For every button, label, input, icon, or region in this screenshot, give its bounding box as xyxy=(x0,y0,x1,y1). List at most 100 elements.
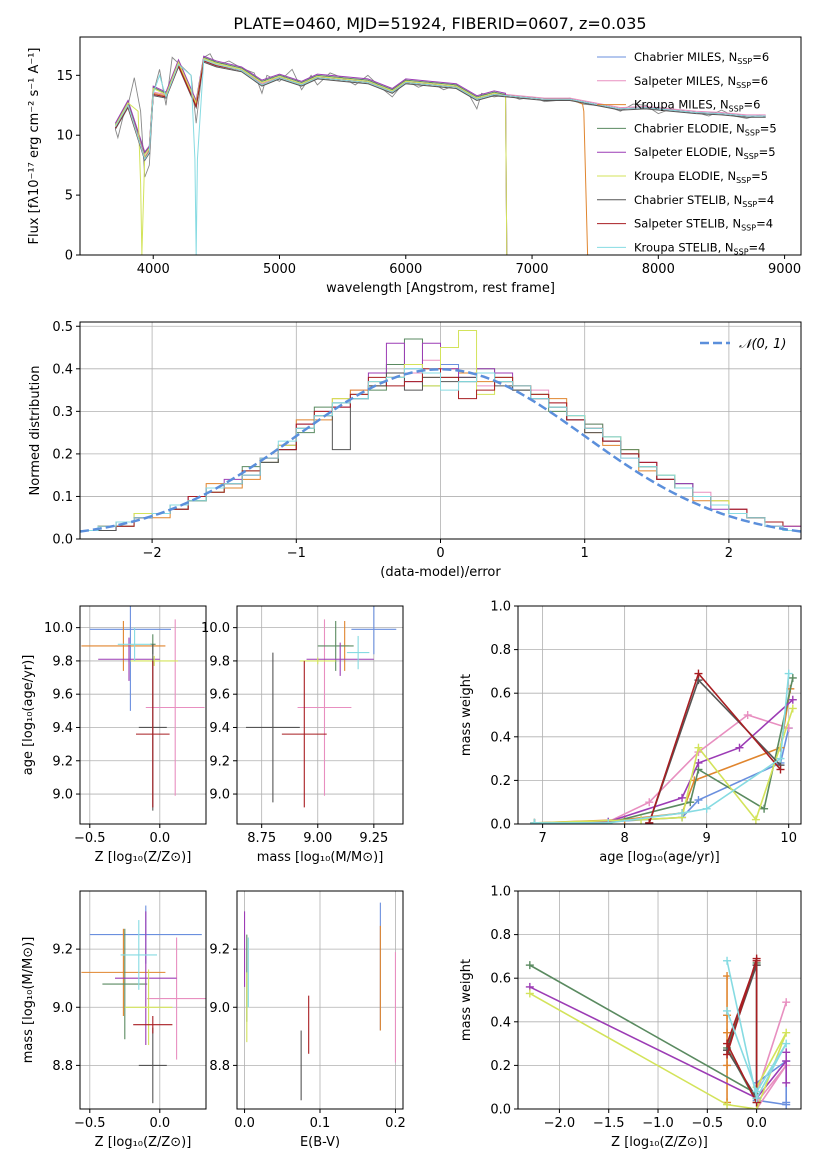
legend-label-sub: SSP xyxy=(744,152,759,161)
histogram-step xyxy=(80,368,801,539)
legend-label: Chabrier ELODIE, NSSP=5 xyxy=(634,121,777,137)
y-tick-label: 9.4 xyxy=(209,721,230,736)
y-tick-label: 8.8 xyxy=(209,1059,230,1074)
normal-reference-curve xyxy=(80,368,801,533)
x-tick-label: −2.0 xyxy=(544,1116,576,1131)
x-tick-label: 0.0 xyxy=(234,1116,255,1131)
y-tick-label: 0.6 xyxy=(490,972,511,987)
axes-frame xyxy=(517,605,802,825)
axes-frame xyxy=(517,890,802,1110)
y-tick-label: 9.6 xyxy=(209,688,230,703)
x-axis-label: Z [log₁₀(Z/Z⊙)] xyxy=(95,850,192,865)
legend-label-name: Kroupa MILES, N xyxy=(634,98,729,112)
y-axis-label: mass [log₁₀(M/M⊙)] xyxy=(21,937,36,1064)
model-spectrum-line xyxy=(114,59,766,255)
legend-label-name: Chabrier MILES, N xyxy=(634,50,737,64)
legend-label-name: Chabrier ELODIE, N xyxy=(634,121,745,135)
y-tick-label: 0.0 xyxy=(52,533,73,548)
y-tick-label: 5 xyxy=(65,189,73,204)
x-tick-label: −0.5 xyxy=(74,1116,106,1131)
y-tick-label: 0.6 xyxy=(490,687,511,702)
chart-mass_vs_Z: −0.5 0.0 8.8 9.0 9.2 Z [log₁₀(Z/Z⊙)] mass [log… xyxy=(21,890,207,1150)
chart-mass_vs_ebv: 0.0 0.1 0.2 8.8 9.0 9.2 E(B-V) xyxy=(209,890,406,1150)
y-tick-label: 0.2 xyxy=(490,774,511,789)
y-axis-label: Flux [fλ10⁻¹⁷ erg cm⁻² s⁻¹ A⁻¹] xyxy=(27,48,42,245)
legend-label-suffix: =5 xyxy=(751,169,768,183)
x-tick-label: 7000 xyxy=(515,262,548,277)
legend-label-name: Salpeter ELODIE, N xyxy=(634,145,744,159)
figure-title: PLATE=0460, MJD=51924, FIBERID=0607, z=0… xyxy=(233,14,646,33)
legend-label-sub: SSP xyxy=(736,176,751,185)
plot-area xyxy=(525,954,791,1109)
y-tick-label: 1.0 xyxy=(490,885,511,900)
y-tick-label: 9.0 xyxy=(52,1001,73,1016)
x-tick-label: −2 xyxy=(143,546,162,561)
y-tick-label: 15 xyxy=(56,69,73,84)
axes-frame xyxy=(79,36,802,256)
legend-label-suffix: =4 xyxy=(749,240,766,254)
y-tick-label: 9.2 xyxy=(209,754,230,769)
y-tick-label: 1.0 xyxy=(490,600,511,615)
y-tick-label: 9.0 xyxy=(209,1001,230,1016)
legend-label-name: Chabrier STELIB, N xyxy=(634,193,742,207)
plot-area xyxy=(530,669,797,824)
y-tick-label: 9.0 xyxy=(209,788,230,803)
y-tick-label: 8.8 xyxy=(52,1059,73,1074)
chart-weight_vs_Z: −2.0 −1.5 −1.0 −0.5 0.0 0.0 0.2 0.4 0.6 0.8 1.0 Z [… xyxy=(459,885,802,1150)
y-tick-label: 9.2 xyxy=(209,943,230,958)
y-tick-label: 0 xyxy=(65,249,73,264)
x-tick-label: 7 xyxy=(538,831,546,846)
x-tick-label: 1 xyxy=(581,546,589,561)
legend-label: Salpeter STELIB, NSSP=4 xyxy=(634,217,773,233)
plot-area xyxy=(80,330,801,539)
legend-label: Chabrier STELIB, NSSP=4 xyxy=(634,193,774,209)
y-axis-label: Normed distribution xyxy=(28,366,43,496)
legend-label-name: Kroupa STELIB, N xyxy=(634,240,734,254)
x-tick-label: 5000 xyxy=(263,262,296,277)
axes-frame xyxy=(79,890,207,1110)
chart-residuals: 𝒩(0, 1) −2 −1 0 1 2 0.0 0.1 0.2 0.3 0.4 0.5 (data-mo… xyxy=(28,320,802,580)
axes-frame xyxy=(79,605,207,825)
y-tick-label: 10 xyxy=(56,129,73,144)
y-tick-label: 9.8 xyxy=(52,654,73,669)
y-tick-label: 10.0 xyxy=(44,621,73,636)
legend-label-suffix: =6 xyxy=(752,50,769,64)
y-axis-label: age [log₁₀(age/yr)] xyxy=(21,655,36,776)
y-tick-label: 10.0 xyxy=(201,621,230,636)
legend-label-sub: SSP xyxy=(741,224,756,233)
legend-label-sub: SSP xyxy=(737,57,752,66)
y-tick-label: 9.2 xyxy=(52,754,73,769)
x-tick-label: 9.25 xyxy=(359,831,388,846)
x-axis-label: Z [log₁₀(Z/Z⊙)] xyxy=(95,1135,192,1150)
legend-label-sub: SSP xyxy=(745,128,760,137)
legend-label: 𝒩(0, 1) xyxy=(739,337,786,352)
legend-label-sub: SSP xyxy=(729,105,744,114)
x-tick-label: 2 xyxy=(725,546,733,561)
legend-label: Kroupa ELODIE, NSSP=5 xyxy=(634,169,768,185)
y-tick-label: 0.3 xyxy=(52,405,73,420)
y-tick-label: 0.2 xyxy=(52,447,73,462)
x-tick-label: 0.2 xyxy=(385,1116,406,1131)
legend-label-suffix: =4 xyxy=(757,193,774,207)
legend-label: Kroupa MILES, NSSP=6 xyxy=(634,98,760,114)
y-tick-label: 0.1 xyxy=(52,490,73,505)
legend-label: Chabrier MILES, NSSP=6 xyxy=(634,50,769,66)
x-tick-label: −0.5 xyxy=(692,1116,724,1131)
legend-label: Salpeter ELODIE, NSSP=5 xyxy=(634,145,776,161)
y-axis-label: mass weight xyxy=(459,959,474,1041)
x-axis-label: age [log₁₀(age/yr)] xyxy=(599,850,720,865)
axes-frame xyxy=(236,605,404,825)
x-tick-label: 6000 xyxy=(389,262,422,277)
x-tick-label: −1.0 xyxy=(642,1116,674,1131)
chart-weight_vs_age: 7 8 9 10 0.0 0.2 0.4 0.6 0.8 1.0 age [log₁₀(age/yr… xyxy=(459,600,802,865)
y-tick-label: 9.2 xyxy=(52,943,73,958)
x-tick-label: 9.00 xyxy=(303,831,332,846)
legend-label-suffix: =6 xyxy=(751,74,768,88)
legend-label-suffix: =5 xyxy=(759,145,776,159)
x-axis-label: E(B-V) xyxy=(300,1135,340,1150)
legend-label-suffix: =5 xyxy=(760,121,777,135)
x-tick-label: 8000 xyxy=(642,262,675,277)
y-tick-label: 0.4 xyxy=(490,1015,511,1030)
x-tick-label: 4000 xyxy=(137,262,170,277)
